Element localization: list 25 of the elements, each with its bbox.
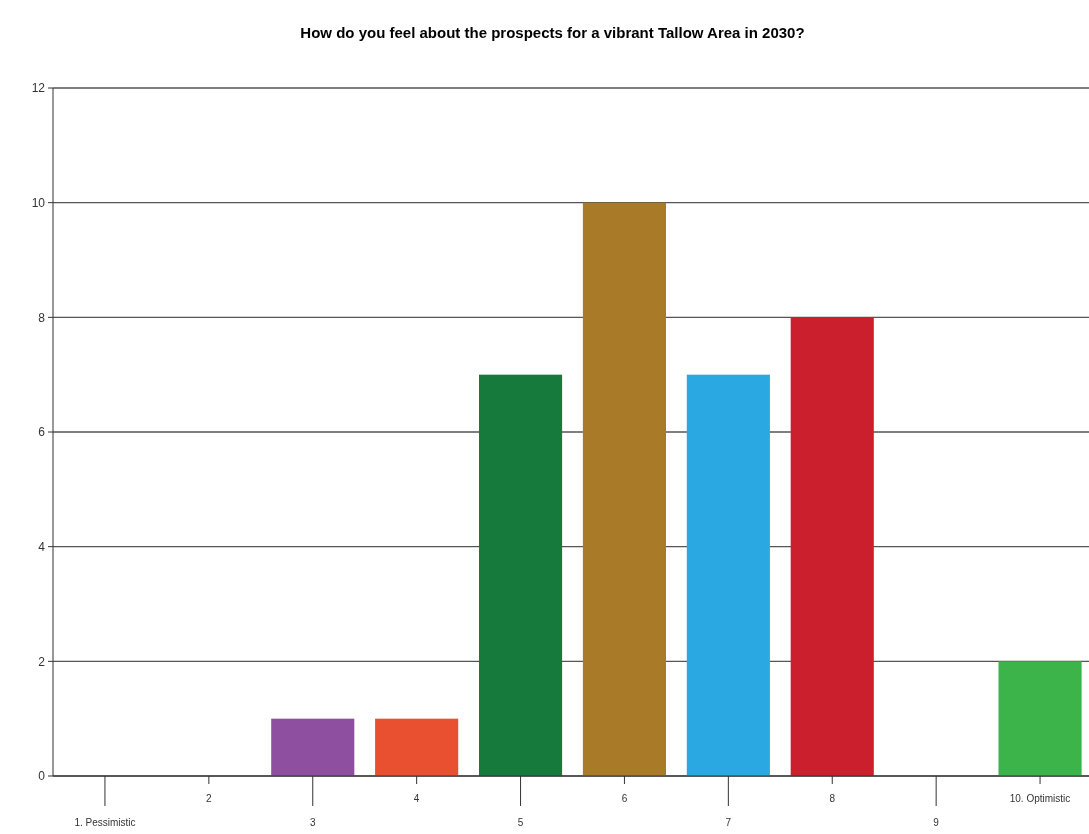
x-tick-label: 6: [621, 793, 628, 804]
y-tick-label: 10: [31, 195, 46, 210]
y-tick-label: 12: [31, 81, 46, 96]
x-tick-label: 1. Pessimistic: [74, 817, 136, 828]
x-tick-label: 2: [206, 793, 213, 804]
x-tick-label: 9: [933, 817, 940, 828]
bar: [686, 374, 770, 776]
x-tick-label: 10. Optimistic: [1009, 793, 1071, 804]
x-tick-label: 3: [309, 817, 316, 828]
bar: [478, 374, 563, 776]
chart-title: How do you feel about the prospects for a vibrant Tallow Area in 2030?: [300, 24, 805, 41]
y-tick-label: 2: [38, 654, 46, 669]
x-tick-label: 4: [413, 793, 420, 804]
x-tick-label: 7: [725, 817, 732, 828]
bar: [375, 718, 459, 776]
y-tick-label: 0: [38, 769, 46, 784]
y-tick-label: 6: [38, 425, 46, 440]
bar: [271, 718, 355, 776]
bar: [998, 661, 1082, 776]
bar: [790, 317, 874, 776]
bar: [582, 202, 667, 776]
x-tick-label: 8: [829, 793, 836, 804]
y-tick-label: 4: [38, 539, 46, 554]
y-tick-label: 8: [38, 310, 46, 325]
x-tick-label: 5: [517, 817, 524, 828]
